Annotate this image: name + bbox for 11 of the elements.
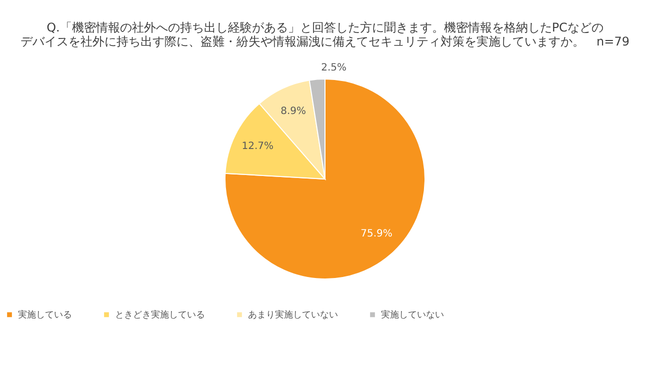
data-label: 75.9% (360, 228, 392, 240)
text: デバイスを社外に持ち出す際に、盗難・紛失や情報漏洩に備えてセキュリティ対策を実施していますか。 n=79 (20, 34, 630, 48)
data-label: 12.7% (242, 141, 274, 152)
data-label: 2.5% (321, 62, 346, 74)
data-label: 8.9% (280, 106, 306, 118)
legend-label: 実施している (18, 310, 72, 321)
pie-slice (224, 78, 426, 280)
legend-label: ときどき実施している (115, 310, 205, 321)
legend-label: あまり実施していない (248, 310, 338, 321)
legend-label: 実施していない (381, 310, 444, 321)
text: Q.「機密情報の社外への持ち出し経験がある」と回答した方に聞きます。機密情報を格納したPCなどの (46, 20, 604, 34)
